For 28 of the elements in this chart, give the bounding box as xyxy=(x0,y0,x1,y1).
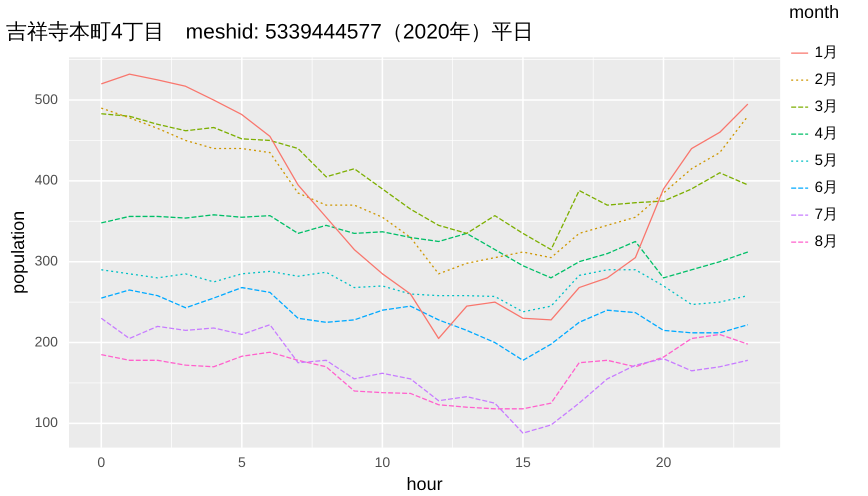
legend-label: 4月 xyxy=(814,125,838,142)
y-tick-label: 300 xyxy=(34,252,58,269)
x-tick-label: 15 xyxy=(515,454,531,470)
y-tick-label: 500 xyxy=(34,90,58,107)
x-tick-label: 10 xyxy=(374,454,390,470)
legend-label: 8月 xyxy=(814,233,838,250)
legend-label: 6月 xyxy=(814,179,838,196)
chart-title: 吉祥寺本町4丁目 meshid: 5339444577（2020年）平日 xyxy=(6,20,534,44)
y-tick-label: 100 xyxy=(34,414,58,430)
x-tick-label: 20 xyxy=(656,454,672,470)
line-series xyxy=(100,334,748,410)
legend-label: 5月 xyxy=(814,152,838,170)
line-series xyxy=(100,107,748,274)
x-axis-title: hour xyxy=(406,474,443,494)
y-axis-title: population xyxy=(8,210,28,294)
legend-label: 2月 xyxy=(814,71,838,88)
y-tick-label: 400 xyxy=(34,172,58,188)
legend-label: 3月 xyxy=(814,98,838,116)
legend-title: month xyxy=(789,2,840,22)
y-tick-label: 200 xyxy=(34,333,58,350)
line-series xyxy=(100,318,748,434)
line-series xyxy=(100,286,748,361)
x-tick-label: 5 xyxy=(238,454,246,470)
line-series xyxy=(100,113,748,250)
x-tick-label: 0 xyxy=(97,454,106,470)
line-series xyxy=(100,214,748,279)
legend-label: 7月 xyxy=(814,206,838,224)
legend-label: 1月 xyxy=(814,44,838,62)
